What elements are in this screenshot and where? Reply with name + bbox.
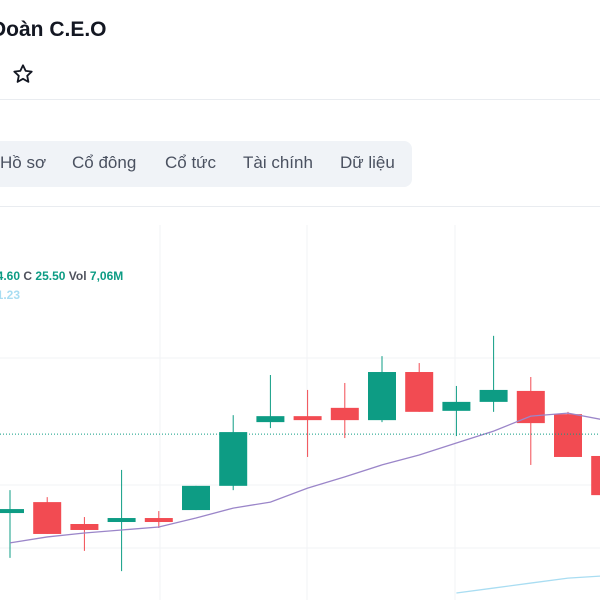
moving-average-line: [456, 575, 600, 594]
candle-body: [144, 518, 173, 523]
candle-body: [293, 416, 322, 421]
candle-body: [554, 414, 582, 457]
ma-legend: 21.23: [0, 288, 20, 302]
divider: [0, 206, 600, 207]
candle-body: [479, 389, 508, 402]
candle-body: [70, 524, 99, 530]
open-value: 24.60: [0, 269, 20, 283]
grid: [0, 225, 600, 600]
candle-body: [219, 432, 248, 486]
candle-body: [405, 372, 434, 412]
company-title: Đoàn C.E.O: [0, 18, 107, 41]
candle-body: [330, 407, 359, 421]
candle-body: [107, 518, 136, 523]
close-value: 25.50: [35, 269, 65, 283]
candle-body: [256, 416, 285, 423]
legend-label: Vol: [69, 269, 87, 283]
tab[interactable]: Dữ liệu: [340, 153, 395, 172]
candle-body: [442, 401, 471, 411]
divider: [0, 99, 600, 100]
tab[interactable]: Tài chính: [243, 153, 313, 172]
legend-label: C: [23, 269, 32, 283]
tab[interactable]: Cổ tức: [165, 153, 217, 172]
volume-value: 7,06M: [90, 269, 123, 283]
ohlc-legend: 24.60 C 25.50 Vol 7,06M: [0, 269, 123, 283]
candle-body: [516, 390, 545, 424]
candle-body: [33, 502, 62, 534]
candle-body: [0, 509, 24, 514]
moving-average-line: [9, 412, 600, 544]
tab[interactable]: Cổ đông: [72, 153, 137, 172]
candle-body: [591, 455, 600, 496]
tab[interactable]: Hồ sơ: [0, 153, 47, 172]
candle-body: [368, 372, 396, 421]
tab-bar: [0, 141, 412, 187]
candle-body: [182, 485, 210, 511]
favorite-star[interactable]: [12, 63, 34, 85]
